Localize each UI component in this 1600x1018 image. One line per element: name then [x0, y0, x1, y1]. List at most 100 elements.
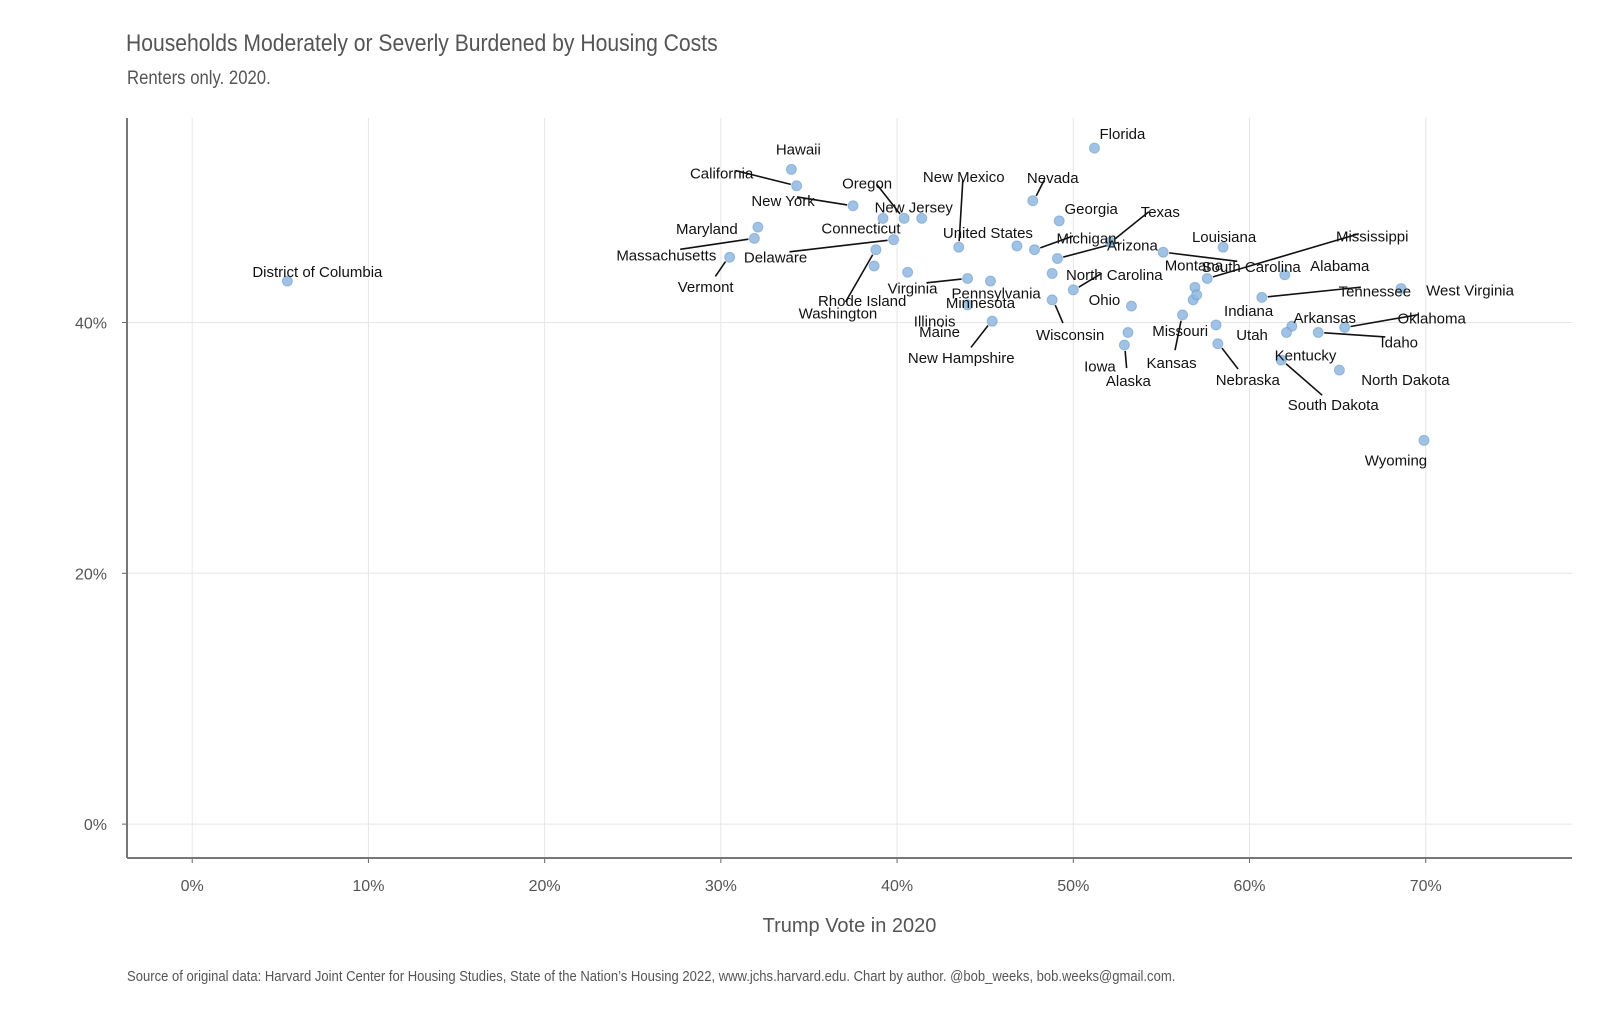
label-leader-line: [1285, 363, 1323, 396]
point-label: Wyoming: [1365, 452, 1427, 469]
point-label: California: [690, 166, 754, 183]
point-label: District of Columbia: [252, 264, 383, 281]
point-label: Wisconsin: [1036, 327, 1104, 344]
data-point: [1088, 142, 1100, 154]
y-tick-labels: 0% 20% 40%: [75, 315, 107, 834]
label-leader-lines: [680, 169, 1418, 396]
x-tick-label: 10%: [352, 878, 384, 895]
point-label: Utah: [1236, 327, 1268, 344]
data-point: [1029, 244, 1041, 256]
data-point: [1051, 252, 1063, 264]
data-point: [1122, 326, 1134, 338]
point-label: New Jersey: [875, 199, 954, 216]
label-leader-line: [1350, 313, 1418, 328]
label-leader-line: [1035, 178, 1046, 197]
point-label: Hawaii: [776, 141, 821, 158]
point-label: Kentucky: [1275, 347, 1337, 364]
label-leader-line: [926, 278, 962, 284]
label-leader-line: [789, 239, 888, 253]
point-label: New York: [751, 193, 815, 210]
label-leader-line: [844, 254, 874, 303]
grid-lines: [127, 118, 1572, 858]
data-point: [984, 275, 996, 287]
point-label: Idaho: [1380, 334, 1418, 351]
chart-title: Households Moderately or Severly Burdene…: [126, 30, 718, 57]
x-axis-title: Trump Vote in 2020: [763, 915, 937, 937]
label-leader-line: [1039, 235, 1074, 249]
point-label: Illinois: [914, 313, 956, 330]
point-label: Rhode Island: [818, 293, 906, 310]
point-label: Mississippi: [1336, 229, 1409, 246]
label-leader-line: [1114, 211, 1150, 240]
point-label: Indiana: [1224, 303, 1274, 320]
data-point: [1418, 434, 1430, 446]
point-label: Massachusetts: [616, 247, 716, 264]
data-point: [281, 275, 293, 287]
data-point: [868, 260, 880, 272]
point-label: Connecticut: [821, 220, 901, 237]
data-point: [1191, 289, 1203, 301]
data-point: [1067, 284, 1079, 296]
data-point: [1395, 283, 1407, 295]
point-label: West Virginia: [1426, 283, 1514, 300]
point-label: Tennessee: [1339, 283, 1412, 300]
x-tick-label: 20%: [529, 878, 561, 895]
point-label: Delaware: [744, 250, 807, 267]
label-leader-line: [1124, 350, 1128, 369]
point-label: South Dakota: [1288, 397, 1380, 414]
data-point: [1011, 240, 1023, 252]
point-label: North Dakota: [1361, 372, 1450, 389]
data-point: [1281, 326, 1293, 338]
point-label: Nebraska: [1216, 372, 1281, 389]
point-label: Missouri: [1152, 323, 1208, 340]
data-point: [791, 180, 803, 192]
label-leader-line: [1169, 252, 1238, 263]
data-point: [916, 212, 928, 224]
x-tick-label: 70%: [1410, 878, 1442, 895]
x-tick-label: 0%: [181, 878, 204, 895]
point-label: Arkansas: [1294, 310, 1357, 327]
label-leader-line: [714, 261, 727, 277]
point-label: Montana: [1165, 257, 1224, 274]
point-label: Louisiana: [1192, 229, 1257, 246]
point-label: Oregon: [842, 175, 892, 192]
data-point: [870, 244, 882, 256]
label-leader-line: [1174, 320, 1182, 351]
data-point: [953, 241, 965, 253]
y-tick-label: 20%: [75, 566, 107, 583]
label-leader-line: [958, 180, 964, 242]
data-point: [1104, 236, 1116, 248]
point-label: North Carolina: [1066, 267, 1163, 284]
data-point: [898, 212, 910, 224]
point-label: Texas: [1141, 204, 1180, 221]
data-point: [1177, 309, 1189, 321]
point-label: Michigan: [1057, 231, 1117, 248]
data-point: [1046, 268, 1058, 280]
label-leader-line: [1221, 347, 1239, 370]
data-point: [1339, 321, 1351, 333]
point-label: New Hampshire: [908, 350, 1015, 367]
x-tick-labels: 0% 10% 20% 30% 40% 50% 60% 70%: [181, 878, 1442, 895]
data-point: [1053, 215, 1065, 227]
point-label: New Mexico: [923, 169, 1005, 186]
point-label: Arizona: [1107, 237, 1159, 254]
label-leader-line: [735, 169, 791, 186]
data-point: [877, 212, 889, 224]
point-label: Ohio: [1089, 292, 1121, 309]
point-label: Nevada: [1027, 170, 1079, 187]
data-point: [1046, 294, 1058, 306]
data-point: [1256, 291, 1268, 303]
point-label: Vermont: [678, 279, 735, 296]
label-leader-line: [970, 325, 989, 348]
label-leader-line: [876, 183, 901, 215]
point-labels: District of Columbia Hawaii California New …: [252, 126, 1514, 469]
data-point: [1210, 319, 1222, 331]
data-point: [902, 266, 914, 278]
point-label: Minnesota: [946, 295, 1016, 312]
source-caption: Source of original data: Harvard Joint C…: [127, 969, 1176, 985]
axes: [122, 118, 1572, 863]
point-label: Alabama: [1310, 258, 1370, 275]
data-point: [1275, 354, 1287, 366]
data-point: [1212, 338, 1224, 350]
chart-subtitle: Renters only. 2020.: [127, 68, 271, 89]
